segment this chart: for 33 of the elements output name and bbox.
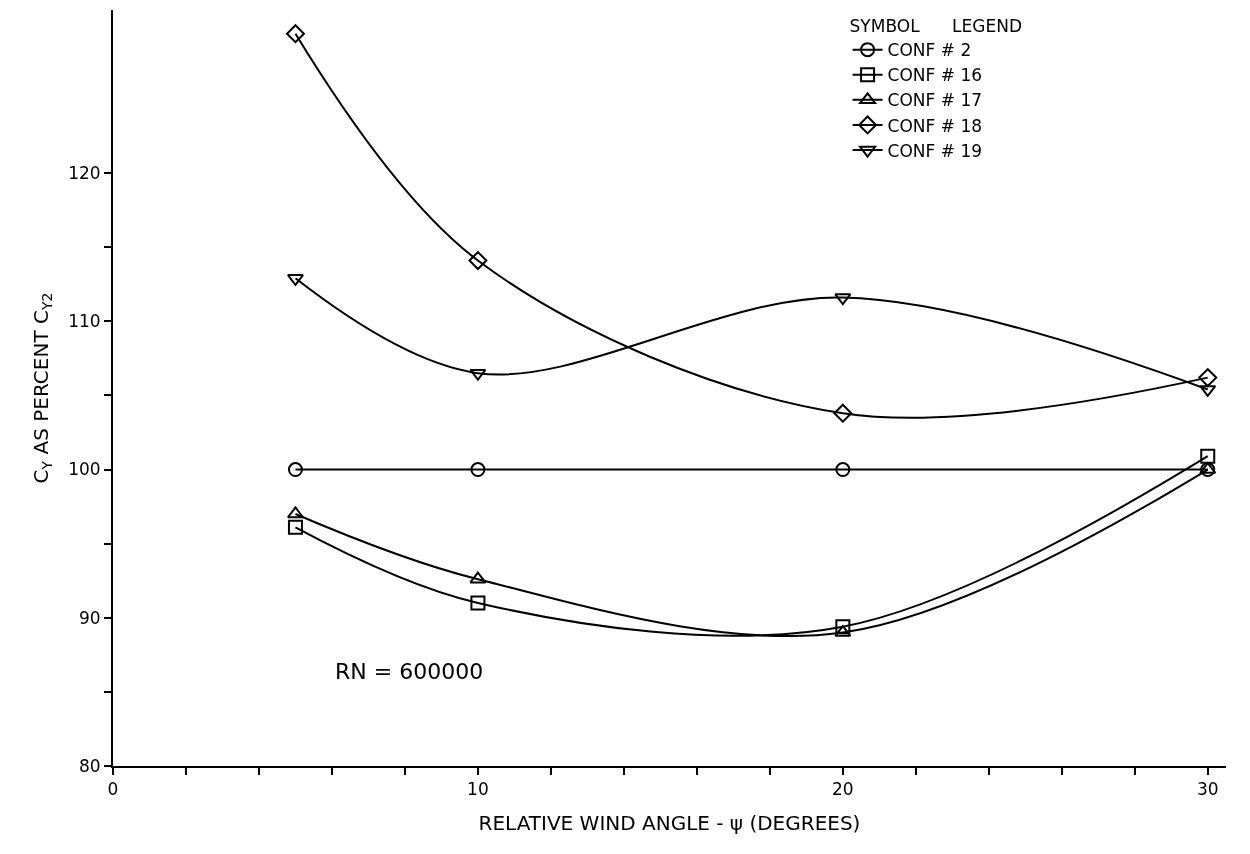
legend-label: CONF # 18 [887, 115, 983, 136]
point [835, 619, 851, 635]
point [1200, 462, 1216, 478]
legend-label: CONF # 2 [887, 40, 972, 61]
legend-title: SYMBOL LEGEND [849, 16, 1022, 37]
point [835, 462, 851, 478]
x-tick-label: 30 [1196, 779, 1219, 800]
legend-label: CONF # 17 [887, 90, 983, 111]
x-tick-label: 10 [467, 779, 489, 800]
point [469, 571, 487, 584]
legend-label: CONF # 16 [887, 65, 983, 86]
point [468, 251, 488, 270]
y-tick-label: 80 [78, 755, 101, 776]
point [287, 519, 303, 535]
point [469, 368, 487, 381]
y-tick-label: 110 [68, 311, 101, 332]
point [470, 595, 486, 611]
annotation: RN = 600000 [335, 659, 484, 684]
point [287, 462, 303, 478]
x-tick-label: 20 [832, 779, 854, 800]
point [1200, 448, 1216, 464]
y-tick-label: 120 [68, 163, 101, 184]
point [1198, 368, 1218, 388]
point [470, 462, 486, 478]
x-axis-title: RELATIVE WIND ANGLE - ψ (DEGREES) [478, 811, 861, 836]
point [834, 293, 852, 306]
point [833, 403, 853, 423]
point [286, 506, 304, 519]
legend-label: CONF # 19 [887, 140, 983, 161]
point [286, 24, 305, 44]
x-tick-label: 0 [107, 779, 119, 800]
y-tick-label: 90 [78, 607, 101, 628]
y-tick-label: 100 [68, 459, 101, 480]
